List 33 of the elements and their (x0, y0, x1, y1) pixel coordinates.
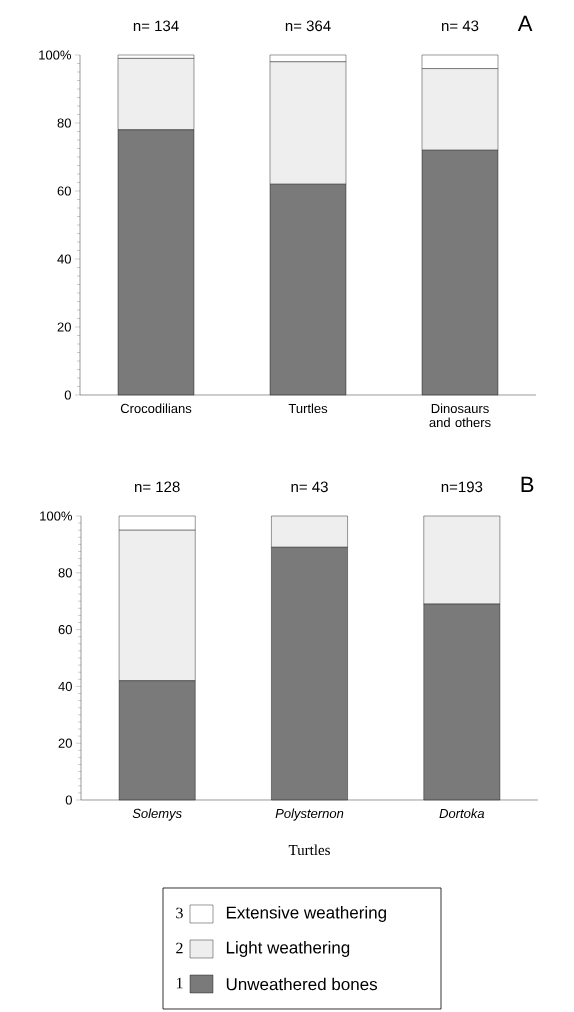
text: n= 128 (135, 481, 180, 493)
text: 2 (176, 942, 183, 954)
legend-label: Extensive weathering (226, 906, 386, 922)
x-tick-label: Dortoka (439, 808, 485, 819)
x-tick-label: Polysternon (275, 808, 344, 821)
text: n= 43 (291, 481, 328, 493)
x-tick-label: Solemys (132, 808, 182, 821)
y-tick-label: 100% (40, 511, 72, 521)
text: n= 43 (442, 20, 479, 32)
x-tick-label: Crocodilians (120, 403, 192, 414)
x-tick-label: Turtles (288, 403, 328, 414)
y-tick-label: 80 (57, 118, 71, 128)
chart-title: B (521, 476, 534, 492)
x-axis-title: Turtles (288, 844, 330, 856)
y-tick-label: 20 (58, 738, 72, 748)
y-tick-label: 40 (57, 254, 71, 264)
text: n= 364 (285, 20, 331, 32)
legend-label: Light weathering (226, 941, 350, 957)
text: n=193 (441, 481, 483, 493)
chart-title: A (517, 15, 533, 31)
y-tick-label: 0 (64, 390, 71, 400)
y-tick-label: 60 (57, 186, 71, 196)
text: 1 (176, 977, 183, 989)
y-tick-label: 100% (39, 50, 72, 60)
y-tick-label: 20 (57, 322, 71, 332)
y-tick-label: 40 (58, 681, 72, 691)
legend-label: Unweathered bones (226, 977, 378, 991)
text: 3 (176, 907, 183, 919)
y-tick-label: 60 (58, 624, 72, 635)
x-tick-label: Dinosaurs and others (429, 403, 491, 428)
y-tick-label: 0 (65, 795, 72, 805)
y-tick-label: 80 (58, 568, 72, 578)
text: n= 134 (133, 20, 179, 32)
